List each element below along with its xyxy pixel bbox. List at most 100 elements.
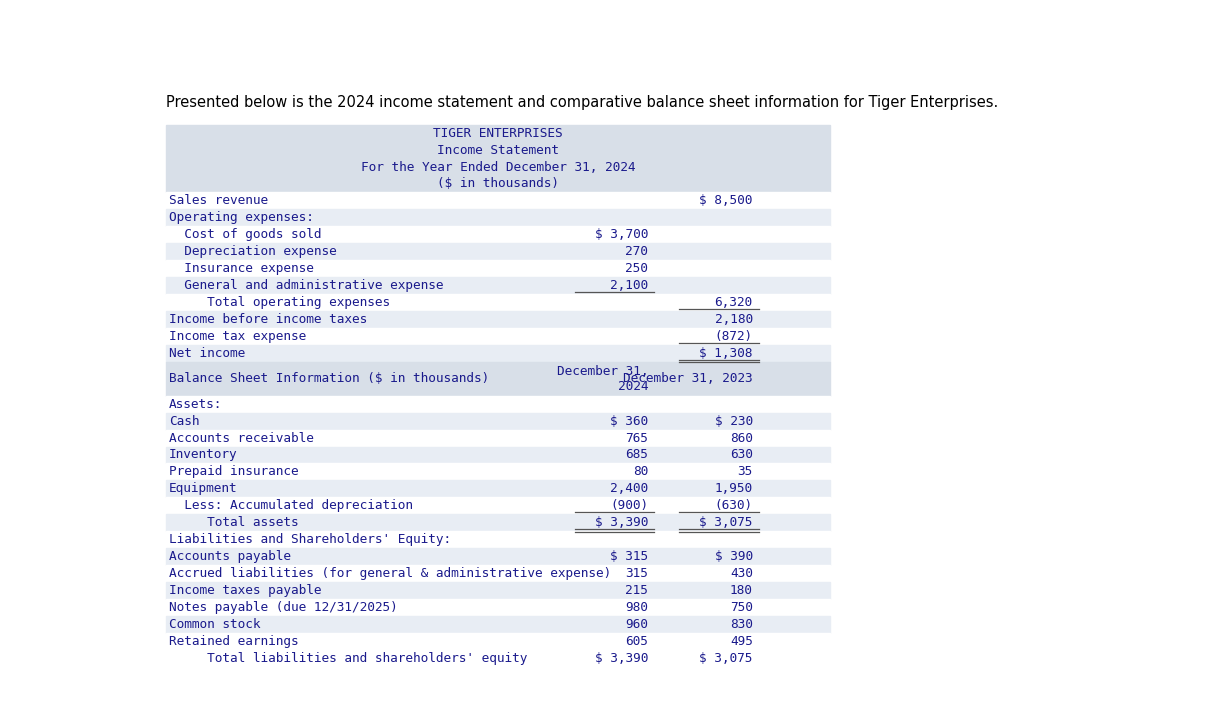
Text: $ 3,700: $ 3,700 (595, 228, 649, 241)
Text: Less: Accumulated depreciation: Less: Accumulated depreciation (169, 499, 414, 513)
Text: $ 1,308: $ 1,308 (700, 347, 753, 360)
Text: ($ in thousands): ($ in thousands) (437, 177, 559, 190)
Bar (166, 514, 830, 531)
Bar (166, 463, 830, 480)
Text: 495: 495 (730, 635, 753, 648)
Text: 960: 960 (626, 618, 649, 631)
Bar (166, 192, 830, 210)
Bar (166, 345, 830, 362)
Text: Assets:: Assets: (169, 398, 223, 411)
Text: 315: 315 (626, 567, 649, 580)
Text: 80: 80 (633, 465, 649, 478)
Text: Income taxes payable: Income taxes payable (169, 584, 321, 597)
Bar (166, 243, 830, 260)
Bar (166, 413, 830, 429)
Text: Presented below is the 2024 income statement and comparative balance sheet infor: Presented below is the 2024 income state… (166, 95, 998, 111)
Text: Notes payable (due 12/31/2025): Notes payable (due 12/31/2025) (169, 601, 398, 614)
Text: (900): (900) (610, 499, 649, 513)
Text: $ 360: $ 360 (610, 414, 649, 428)
Text: 750: 750 (730, 601, 753, 614)
Bar (166, 294, 830, 311)
Text: Total assets: Total assets (169, 516, 299, 529)
Text: $ 3,390: $ 3,390 (595, 652, 649, 665)
Bar (166, 616, 830, 633)
Text: 1,950: 1,950 (714, 482, 753, 495)
Text: 35: 35 (738, 465, 753, 478)
Bar (166, 277, 830, 294)
Bar (166, 260, 830, 277)
Bar (166, 531, 830, 548)
Text: 250: 250 (626, 262, 649, 275)
Text: 215: 215 (626, 584, 649, 597)
Text: $ 3,075: $ 3,075 (700, 516, 753, 529)
Bar (166, 311, 830, 328)
Text: Liabilities and Shareholders' Equity:: Liabilities and Shareholders' Equity: (169, 533, 452, 546)
Text: 2,400: 2,400 (610, 482, 649, 495)
Bar (166, 125, 830, 192)
Bar (166, 396, 830, 413)
Text: December 31, 2023: December 31, 2023 (623, 372, 753, 386)
Text: Common stock: Common stock (169, 618, 260, 631)
Bar (166, 447, 830, 463)
Text: $ 8,500: $ 8,500 (700, 195, 753, 208)
Bar (166, 498, 830, 514)
Bar (166, 480, 830, 498)
Text: 605: 605 (626, 635, 649, 648)
Text: Prepaid insurance: Prepaid insurance (169, 465, 299, 478)
Text: Depreciation expense: Depreciation expense (169, 246, 337, 258)
Text: Cost of goods sold: Cost of goods sold (169, 228, 321, 241)
Text: $ 315: $ 315 (610, 550, 649, 563)
Text: Cash: Cash (169, 414, 200, 428)
Text: 6,320: 6,320 (714, 296, 753, 309)
Text: $ 3,075: $ 3,075 (700, 652, 753, 665)
Text: 2,100: 2,100 (610, 279, 649, 292)
Bar (166, 650, 830, 667)
Text: Sales revenue: Sales revenue (169, 195, 268, 208)
Text: 860: 860 (730, 432, 753, 444)
Text: 685: 685 (626, 449, 649, 462)
Text: (872): (872) (714, 330, 753, 343)
Text: Inventory: Inventory (169, 449, 237, 462)
Text: Income tax expense: Income tax expense (169, 330, 307, 343)
Text: Total liabilities and shareholders' equity: Total liabilities and shareholders' equi… (169, 652, 527, 665)
Text: Net income: Net income (169, 347, 246, 360)
Text: 630: 630 (730, 449, 753, 462)
Text: 430: 430 (730, 567, 753, 580)
Text: Operating expenses:: Operating expenses: (169, 211, 314, 224)
Text: 980: 980 (626, 601, 649, 614)
Text: Accrued liabilities (for general & administrative expense): Accrued liabilities (for general & admin… (169, 567, 611, 580)
Bar (166, 582, 830, 599)
Text: $ 390: $ 390 (714, 550, 753, 563)
Text: Insurance expense: Insurance expense (169, 262, 314, 275)
Text: 2,180: 2,180 (714, 313, 753, 326)
Text: For the Year Ended December 31, 2024: For the Year Ended December 31, 2024 (361, 161, 635, 174)
Text: December 31,: December 31, (556, 365, 649, 378)
Text: 270: 270 (626, 246, 649, 258)
Text: Income before income taxes: Income before income taxes (169, 313, 368, 326)
Bar (166, 565, 830, 582)
Text: (630): (630) (714, 499, 753, 513)
Text: 830: 830 (730, 618, 753, 631)
Text: Accounts receivable: Accounts receivable (169, 432, 314, 444)
Bar (166, 362, 830, 396)
Text: Total operating expenses: Total operating expenses (169, 296, 391, 309)
Text: TIGER ENTERPRISES: TIGER ENTERPRISES (433, 126, 563, 139)
Text: $ 230: $ 230 (714, 414, 753, 428)
Text: Accounts payable: Accounts payable (169, 550, 291, 563)
Text: Income Statement: Income Statement (437, 144, 559, 157)
Bar (166, 210, 830, 226)
Text: Balance Sheet Information ($ in thousands): Balance Sheet Information ($ in thousand… (169, 372, 489, 386)
Text: General and administrative expense: General and administrative expense (169, 279, 444, 292)
Text: 765: 765 (626, 432, 649, 444)
Text: 180: 180 (730, 584, 753, 597)
Bar (166, 429, 830, 447)
Bar (166, 633, 830, 650)
Text: 2024: 2024 (617, 380, 649, 393)
Text: Equipment: Equipment (169, 482, 237, 495)
Text: $ 3,390: $ 3,390 (595, 516, 649, 529)
Bar (166, 328, 830, 345)
Bar (166, 548, 830, 565)
Text: Retained earnings: Retained earnings (169, 635, 299, 648)
Bar (166, 599, 830, 616)
Bar (166, 226, 830, 243)
